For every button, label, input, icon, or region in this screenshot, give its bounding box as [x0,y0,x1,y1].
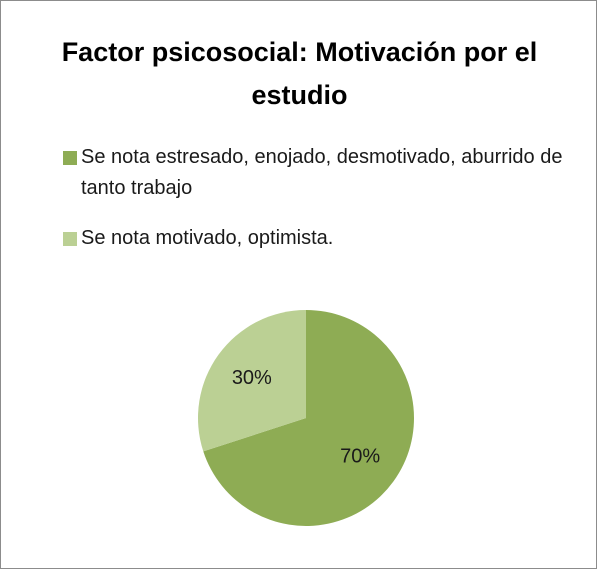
legend-swatch [63,232,77,246]
legend-swatch [63,151,77,165]
data-label: 30% [232,367,272,389]
legend: Se nota estresado, enojado, desmotivado,… [63,142,563,273]
legend-label: Se nota estresado, enojado, desmotivado,… [81,146,563,199]
legend-item: Se nota motivado, optimista. [63,223,563,254]
chart-title: Factor psicosocial: Motivación por el es… [61,37,538,110]
pie-slice [203,310,414,526]
pie-slice [197,310,306,452]
legend-item: Se nota estresado, enojado, desmotivado,… [63,142,563,204]
data-label: 70% [340,446,380,468]
legend-label: Se nota motivado, optimista. [81,227,334,249]
